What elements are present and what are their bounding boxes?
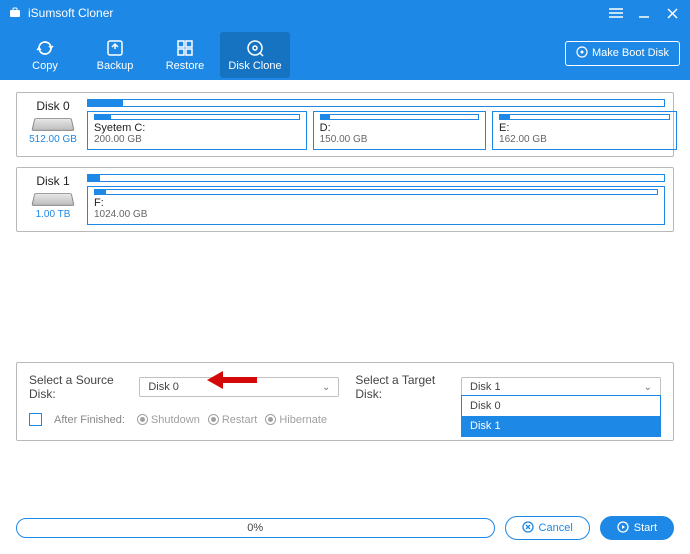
partition-size: 1024.00 GB [94, 209, 658, 220]
toolbar-restore-label: Restore [166, 60, 205, 72]
partition[interactable]: D:150.00 GB [313, 111, 486, 150]
radio-icon [208, 414, 219, 425]
disk-name: Disk 1 [25, 174, 81, 188]
restore-icon [175, 38, 195, 58]
partition-size: 200.00 GB [94, 134, 300, 145]
radio-icon [265, 414, 276, 425]
partition-label: D: [320, 122, 479, 134]
partition-size: 162.00 GB [499, 134, 670, 145]
partition[interactable]: F:1024.00 GB [87, 186, 665, 225]
disk-icon [31, 193, 74, 206]
partition-size: 150.00 GB [320, 134, 479, 145]
radio-label: Hibernate [279, 414, 327, 426]
diskclone-icon [245, 38, 265, 58]
make-boot-label: Make Boot Disk [592, 47, 669, 59]
target-disk-dropdown[interactable]: Disk 1 ⌄ [461, 377, 661, 397]
after-option[interactable]: Shutdown [137, 414, 200, 426]
start-label: Start [634, 522, 657, 534]
dropdown-option[interactable]: Disk 1 [462, 416, 660, 436]
disk-usage-bar [87, 99, 665, 107]
source-disk-label: Select a Source Disk: [29, 373, 133, 401]
partition-label: E: [499, 122, 670, 134]
partition[interactable]: E:162.00 GB [492, 111, 677, 150]
disk-size: 1.00 TB [25, 209, 81, 220]
partition-label: Syetem C: [94, 122, 300, 134]
disk-size: 512.00 GB [25, 134, 81, 145]
chevron-down-icon: ⌄ [322, 382, 330, 393]
menu-button[interactable] [602, 0, 630, 26]
start-icon [617, 521, 629, 536]
after-finished-label: After Finished: [54, 414, 125, 426]
copy-icon [35, 38, 55, 58]
backup-icon [105, 38, 125, 58]
toolbar-diskclone-label: Disk Clone [228, 60, 281, 72]
cancel-label: Cancel [539, 522, 573, 534]
source-disk-dropdown[interactable]: Disk 0 ⌄ [139, 377, 339, 397]
minimize-button[interactable] [630, 0, 658, 26]
cancel-icon [522, 521, 534, 536]
toolbar-restore[interactable]: Restore [150, 32, 220, 78]
disk-card[interactable]: Disk 1 1.00 TB F:1024.00 GB [16, 167, 674, 232]
progress-bar: 0% [16, 518, 495, 538]
toolbar-backup[interactable]: Backup [80, 32, 150, 78]
chevron-down-icon: ⌄ [644, 382, 652, 393]
disk-card[interactable]: Disk 0512.00 GBSyetem C:200.00 GBD:150.0… [16, 92, 674, 157]
radio-icon [137, 414, 148, 425]
toolbar-diskclone[interactable]: Disk Clone [220, 32, 290, 78]
target-disk-value: Disk 1 [470, 381, 501, 393]
partition[interactable]: Syetem C:200.00 GB [87, 111, 307, 150]
start-button[interactable]: Start [600, 516, 674, 540]
toolbar-backup-label: Backup [97, 60, 134, 72]
radio-label: Shutdown [151, 414, 200, 426]
toolbar-copy[interactable]: Copy [10, 32, 80, 78]
boot-icon [576, 46, 588, 61]
partition-label: F: [94, 197, 658, 209]
toolbar-copy-label: Copy [32, 60, 58, 72]
after-option[interactable]: Restart [208, 414, 257, 426]
app-logo-icon [8, 6, 22, 20]
target-disk-label: Select a Target Disk: [355, 373, 455, 401]
close-button[interactable] [658, 0, 686, 26]
progress-text: 0% [247, 522, 263, 534]
cancel-button[interactable]: Cancel [505, 516, 590, 540]
app-title: iSumsoft Cloner [28, 6, 602, 20]
dropdown-option[interactable]: Disk 0 [462, 396, 660, 416]
after-option[interactable]: Hibernate [265, 414, 327, 426]
source-disk-value: Disk 0 [148, 381, 179, 393]
after-finished-checkbox[interactable] [29, 413, 42, 426]
disk-name: Disk 0 [25, 99, 81, 113]
make-boot-disk-button[interactable]: Make Boot Disk [565, 41, 680, 66]
disk-usage-bar [87, 174, 665, 182]
radio-label: Restart [222, 414, 257, 426]
disk-icon [31, 118, 74, 131]
target-disk-dropdown-list[interactable]: Disk 0Disk 1 [461, 395, 661, 437]
